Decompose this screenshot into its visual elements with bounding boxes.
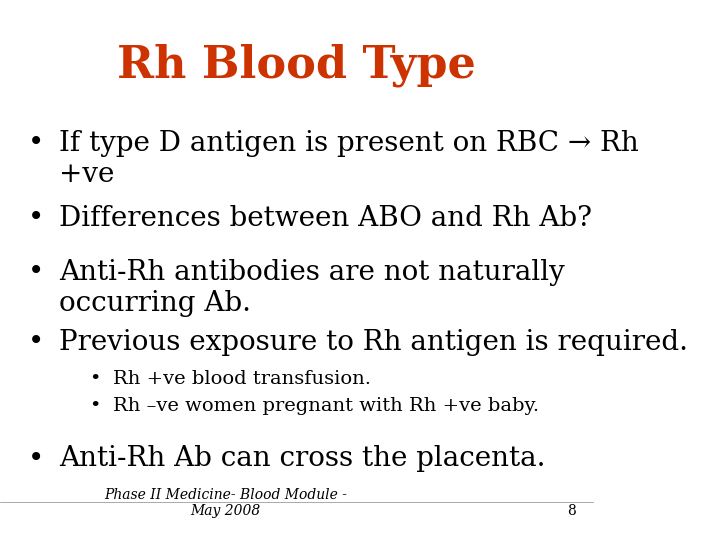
Text: •: • (89, 370, 101, 388)
Text: 8: 8 (567, 504, 575, 518)
Text: Anti-Rh antibodies are not naturally
occurring Ab.: Anti-Rh antibodies are not naturally occ… (59, 259, 565, 318)
Text: Previous exposure to Rh antigen is required.: Previous exposure to Rh antigen is requi… (59, 329, 688, 356)
Text: •: • (89, 397, 101, 415)
Text: Differences between ABO and Rh Ab?: Differences between ABO and Rh Ab? (59, 205, 593, 232)
Text: •: • (27, 446, 44, 472)
Text: Rh –ve women pregnant with Rh +ve baby.: Rh –ve women pregnant with Rh +ve baby. (113, 397, 539, 415)
Text: Rh +ve blood transfusion.: Rh +ve blood transfusion. (113, 370, 371, 388)
Text: Anti-Rh Ab can cross the placenta.: Anti-Rh Ab can cross the placenta. (59, 446, 546, 472)
Text: •: • (27, 329, 44, 356)
Text: Rh Blood Type: Rh Blood Type (117, 43, 476, 87)
Text: •: • (27, 205, 44, 232)
Text: Phase II Medicine- Blood Module -
May 2008: Phase II Medicine- Blood Module - May 20… (104, 488, 347, 518)
Text: •: • (27, 259, 44, 286)
Text: •: • (27, 130, 44, 157)
Text: If type D antigen is present on RBC → Rh
+ve: If type D antigen is present on RBC → Rh… (59, 130, 639, 188)
